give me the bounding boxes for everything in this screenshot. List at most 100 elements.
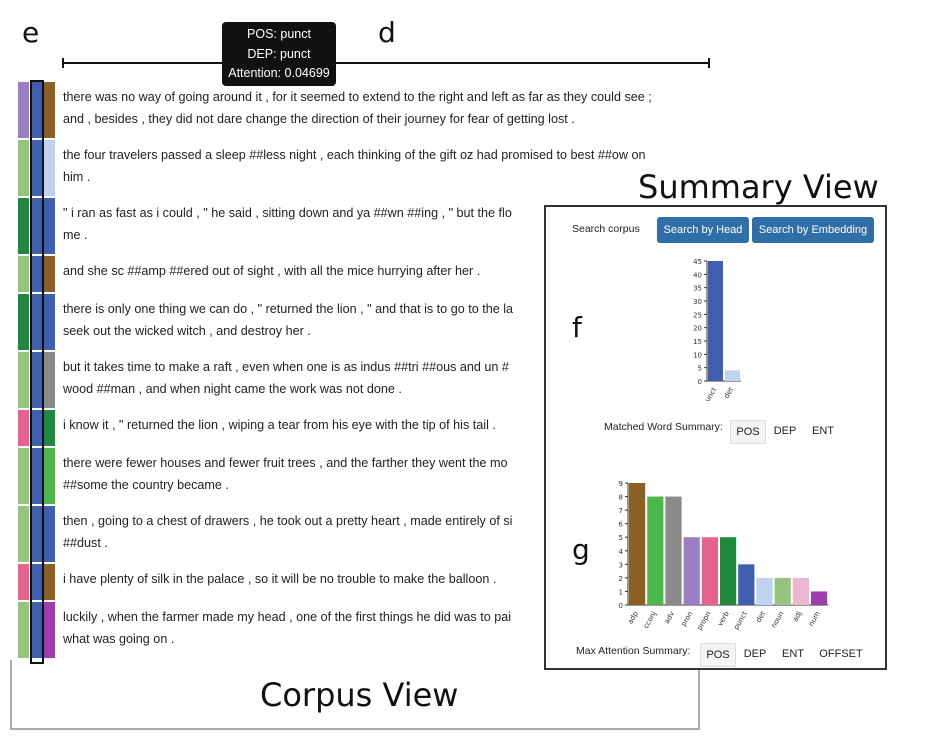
sentence-line: ##some the country became . [63,474,508,496]
bar-num [811,591,828,605]
bar-adp [629,483,646,605]
y-tick-label: 35 [693,285,702,293]
strip-cell [44,198,55,254]
tooltip-attention: Attention: 0.04699 [228,66,330,80]
y-tick-label: 45 [693,258,702,266]
strip-cell [44,410,55,446]
strip-cell [18,602,29,658]
y-tick-label: 7 [619,507,623,515]
sentence-line: seek out the wicked witch , and destroy … [63,320,514,342]
strip-cell [31,82,42,138]
y-tick-label: 40 [693,271,702,279]
tab-max-pos[interactable]: POS [700,643,736,667]
tab-matched-pos[interactable]: POS [730,420,766,444]
tab-max-offset[interactable]: OFFSET [819,648,863,660]
strip-cell [18,448,29,504]
strip-cell [31,198,42,254]
bar-det [725,370,740,381]
bar-det [756,577,773,605]
search-by-embedding-button[interactable]: Search by Embedding [752,217,874,243]
sentence-line: what was going on . [63,628,512,650]
strip-cell [18,140,29,196]
strip-cell [31,410,42,446]
sentence-row[interactable]: there were fewer houses and fewer fruit … [63,452,508,496]
strip-cell [31,294,42,350]
y-tick-label: 6 [619,521,624,529]
y-tick-label: 5 [619,534,623,542]
strip-cell [31,448,42,504]
sentence-line: and , besides , they did not dare change… [63,108,652,130]
strip-cell [18,294,29,350]
selected-column-outline [30,80,44,664]
strip-cell [18,410,29,446]
sentence-line: " i ran as fast as i could , " he said ,… [63,202,512,224]
strip-cell [31,506,42,562]
strip-cell [44,140,55,196]
x-tick-label: adj [791,610,803,623]
bar-propn [701,537,718,605]
strip-cell [44,602,55,658]
strip-cell [44,256,55,292]
y-tick-label: 5 [698,365,702,373]
sentence-line: him . [63,166,646,188]
y-tick-label: 0 [619,602,623,610]
strip-cell [44,82,55,138]
y-tick-label: 20 [693,325,702,333]
strip-cell [44,352,55,408]
sentence-row[interactable]: but it takes time to make a raft , even … [63,356,509,400]
tab-matched-dep[interactable]: DEP [773,425,797,437]
strip-cell [18,82,29,138]
y-tick-label: 30 [693,298,702,306]
strip-cell [18,256,29,292]
label-d: d [378,16,396,49]
strip-cell [44,564,55,600]
sentence-row[interactable]: then , going to a chest of drawers , he … [63,510,513,554]
summary-panel: Search corpus Search by Head Search by E… [544,205,887,670]
sentence-line: me . [63,224,512,246]
bar-adj [792,577,809,605]
bar-punct [738,564,755,605]
x-tick-label: adp [626,610,640,626]
strip-cell [31,140,42,196]
x-tick-label: punct [732,610,749,631]
bar-adv [665,496,682,605]
y-tick-label: 2 [619,575,623,583]
tooltip-pos: POS: punct [247,27,311,41]
x-tick-label: det [723,386,736,400]
max-attention-chart: 0 1 2 3 4 5 6 7 8 9 adp cconj adv pron propn verb punct d… [619,480,829,632]
tab-max-dep[interactable]: DEP [743,648,767,660]
sentence-row[interactable]: there is only one thing we can do , " re… [63,298,514,342]
strip-cell [44,448,55,504]
sentence-line: but it takes time to make a raft , even … [63,356,509,378]
sentence-row[interactable]: i have plenty of silk in the palace , so… [63,568,497,590]
bar-verb [720,537,737,605]
search-by-head-button[interactable]: Search by Head [657,217,749,243]
x-tick-label: det [755,610,768,624]
sentence-row[interactable]: and she sc ##amp ##ered out of sight , w… [63,260,481,282]
y-tick-label: 1 [619,588,623,596]
strip-cell [31,564,42,600]
sentence-line: wood ##man , and when night came the wor… [63,378,509,400]
strip-cell [31,352,42,408]
sentence-row[interactable]: i know it , " returned the lion , wiping… [63,414,496,436]
sentence-row[interactable]: luckily , when the farmer made my head ,… [63,606,512,650]
x-tick-label: verb [716,610,731,628]
label-g: g [572,533,590,566]
sentence-line: the four travelers passed a sleep ##less… [63,144,646,166]
tab-matched-ent[interactable]: ENT [812,425,834,437]
tab-max-ent[interactable]: ENT [782,648,804,660]
y-tick-label: 0 [698,378,702,386]
summary-view-label: Summary View [638,168,879,206]
sentence-row[interactable]: there was no way of going around it , fo… [63,86,652,130]
strip-cell [44,294,55,350]
sentence-line: there was no way of going around it , fo… [63,86,652,108]
strip-cell [31,256,42,292]
sentence-row[interactable]: the four travelers passed a sleep ##less… [63,144,646,188]
sentence-row[interactable]: " i ran as fast as i could , " he said ,… [63,202,512,246]
strip-cell [18,564,29,600]
y-tick-label: 3 [619,561,623,569]
x-tick-label: cconj [642,610,658,630]
matched-summary-label: Matched Word Summary: [604,421,723,433]
sentence-line: then , going to a chest of drawers , he … [63,510,513,532]
bar-pron [683,537,700,605]
